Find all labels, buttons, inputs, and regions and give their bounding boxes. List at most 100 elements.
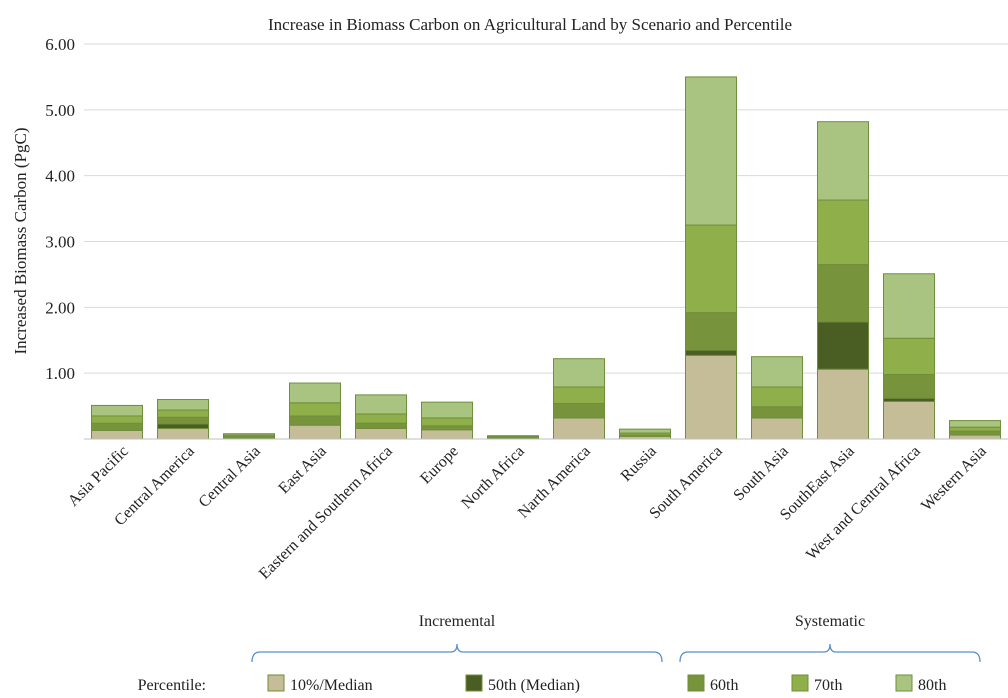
bar-segment-70th bbox=[817, 199, 869, 266]
chart-title: Increase in Biomass Carbon on Agricultur… bbox=[268, 15, 792, 34]
bar-segment-10-median bbox=[685, 354, 737, 440]
bar-stack-east-asia bbox=[289, 382, 341, 440]
bar-segment-80th bbox=[619, 428, 671, 434]
legend-item-70th: 70th bbox=[791, 674, 842, 694]
legend-swatch bbox=[687, 674, 705, 692]
bar-segment-70th bbox=[751, 386, 803, 408]
bar-segment-70th bbox=[685, 224, 737, 314]
bar-segment-70th bbox=[355, 413, 407, 424]
bar-segment-10-median bbox=[355, 427, 407, 440]
y-tick-label: 2.00 bbox=[45, 298, 75, 317]
legend-swatch bbox=[465, 674, 483, 692]
bars bbox=[91, 76, 1001, 440]
bar-segment-60th bbox=[553, 402, 605, 419]
bar-segment-80th bbox=[553, 358, 605, 388]
bar-stack-south-asia bbox=[751, 356, 803, 440]
bar-stack-south-america bbox=[685, 76, 737, 440]
legend-item-80th: 80th bbox=[895, 674, 946, 694]
bar-stack-west-and-central-africa bbox=[883, 273, 935, 440]
bar-stack-russia bbox=[619, 428, 671, 440]
bar-segment-10-median bbox=[949, 434, 1001, 440]
bar-segment-60th bbox=[421, 425, 473, 431]
x-tick-label: South Asia bbox=[730, 443, 791, 504]
legend-label: 70th bbox=[814, 677, 842, 693]
bar-segment-10-median bbox=[157, 427, 209, 440]
bar-segment-80th bbox=[355, 394, 407, 415]
bar-segment-80th bbox=[421, 401, 473, 419]
legend-label: 60th bbox=[710, 677, 738, 693]
legend-swatch bbox=[267, 674, 285, 692]
bar-segment-60th bbox=[751, 406, 803, 419]
y-tick-label: 4.00 bbox=[45, 167, 75, 186]
legend-item-60th: 60th bbox=[687, 674, 738, 694]
y-tick-label: 6.00 bbox=[45, 35, 75, 54]
bar-stack-narth-america bbox=[553, 358, 605, 440]
bar-segment-60th bbox=[91, 422, 143, 431]
bar-stack-asia-pacific bbox=[91, 404, 143, 440]
bar-segment-70th bbox=[91, 415, 143, 424]
group-label: Systematic bbox=[795, 613, 865, 630]
bar-segment-60th bbox=[355, 422, 407, 429]
bar-segment-10-median bbox=[553, 417, 605, 440]
bar-segment-10-median bbox=[883, 400, 935, 440]
legend-item-10-median: 10%/Median bbox=[267, 674, 373, 694]
bar-segment-80th bbox=[883, 273, 935, 339]
x-tick-label: Central Asia bbox=[196, 443, 264, 511]
bar-segment-70th bbox=[883, 337, 935, 375]
bar-segment-50th-median bbox=[685, 349, 737, 356]
x-tick-label: Russia bbox=[618, 443, 660, 485]
x-tick-label: Europe bbox=[417, 443, 462, 488]
bar-segment-70th bbox=[289, 402, 341, 417]
x-tick-label: North Africa bbox=[458, 443, 528, 513]
y-axis-label: Increased Biomass Carbon (PgC) bbox=[11, 127, 30, 354]
scenario-groups: Incremental Systematic bbox=[251, 613, 981, 663]
bar-segment-10-median bbox=[421, 429, 473, 440]
x-tick-label: Eastern and Southern Africa bbox=[256, 443, 396, 583]
bar-segment-60th bbox=[817, 264, 869, 323]
bar-segment-80th bbox=[487, 435, 539, 437]
bar-segment-80th bbox=[157, 399, 209, 411]
bar-segment-80th bbox=[223, 433, 275, 436]
bar-segment-60th bbox=[157, 416, 209, 425]
x-tick-label: Asia Pacific bbox=[65, 443, 132, 510]
legend: Percentile: 10%/Median 50th (Median) 60th 70… bbox=[138, 674, 946, 694]
bar-segment-80th bbox=[91, 404, 143, 417]
group-incremental: Incremental bbox=[251, 613, 663, 663]
legend-label: 80th bbox=[918, 677, 946, 693]
legend-item-50th-median: 50th (Median) bbox=[465, 674, 580, 694]
bar-segment-60th bbox=[289, 415, 341, 426]
bar-segment-80th bbox=[949, 420, 1001, 428]
bar-segment-10-median bbox=[91, 429, 143, 440]
bar-segment-60th bbox=[883, 373, 935, 399]
legend-swatch bbox=[895, 674, 913, 692]
legend-label: 10%/Median bbox=[290, 677, 373, 693]
bar-stack-europe bbox=[421, 401, 473, 440]
bar-segment-80th bbox=[817, 121, 869, 201]
group-brace bbox=[679, 643, 981, 663]
y-tick-label: 1.00 bbox=[45, 364, 75, 383]
x-tick-label: East Asia bbox=[275, 443, 329, 497]
y-tick-label: 5.00 bbox=[45, 101, 75, 120]
bar-segment-60th bbox=[949, 430, 1001, 436]
bar-segment-50th-median bbox=[157, 423, 209, 429]
bar-segment-10-median bbox=[751, 417, 803, 440]
y-axis-ticks: 6.00 5.00 4.00 3.00 2.00 1.00 bbox=[45, 35, 75, 383]
bar-segment-70th bbox=[949, 426, 1001, 432]
bar-segment-80th bbox=[289, 382, 341, 404]
group-label: Incremental bbox=[419, 613, 496, 630]
group-brace bbox=[251, 643, 663, 663]
legend-title: Percentile: bbox=[138, 677, 206, 693]
group-systematic: Systematic bbox=[679, 613, 981, 663]
bar-stack-central-asia bbox=[223, 433, 275, 440]
gridlines bbox=[84, 43, 1008, 374]
y-tick-label: 3.00 bbox=[45, 233, 75, 252]
bar-stack-western-asia bbox=[949, 420, 1001, 440]
legend-swatch bbox=[791, 674, 809, 692]
bar-segment-50th-median bbox=[817, 321, 869, 370]
legend-label: 50th (Median) bbox=[488, 677, 580, 693]
bar-segment-70th bbox=[421, 417, 473, 427]
x-tick-label: Western Asia bbox=[918, 443, 990, 515]
bar-stack-eastern-and-southern-africa bbox=[355, 394, 407, 440]
